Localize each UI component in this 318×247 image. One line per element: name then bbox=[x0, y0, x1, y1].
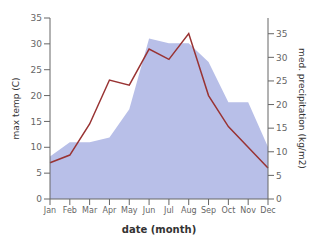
svg-text:Jun: Jun bbox=[142, 206, 156, 215]
svg-text:35: 35 bbox=[31, 13, 42, 23]
svg-text:Jul: Jul bbox=[163, 206, 174, 215]
svg-text:20: 20 bbox=[31, 91, 43, 101]
svg-text:25: 25 bbox=[276, 76, 287, 86]
svg-text:15: 15 bbox=[31, 117, 42, 127]
svg-text:Apr: Apr bbox=[103, 206, 118, 215]
svg-text:5: 5 bbox=[36, 168, 42, 178]
svg-text:Aug: Aug bbox=[181, 206, 197, 215]
svg-text:May: May bbox=[121, 206, 138, 215]
svg-text:Sep: Sep bbox=[201, 206, 216, 215]
svg-text:Nov: Nov bbox=[240, 206, 256, 215]
svg-text:25: 25 bbox=[31, 65, 42, 75]
svg-text:0: 0 bbox=[36, 194, 42, 204]
svg-text:15: 15 bbox=[276, 123, 287, 133]
svg-text:10: 10 bbox=[276, 147, 288, 157]
svg-text:20: 20 bbox=[276, 100, 288, 110]
svg-text:Mar: Mar bbox=[82, 206, 98, 215]
svg-text:med. precipitation (kg/m2): med. precipitation (kg/m2) bbox=[297, 48, 307, 169]
svg-text:Oct: Oct bbox=[221, 206, 235, 215]
svg-text:5: 5 bbox=[276, 171, 282, 181]
svg-text:30: 30 bbox=[31, 39, 43, 49]
svg-text:30: 30 bbox=[276, 53, 288, 63]
svg-text:max temp (C): max temp (C) bbox=[11, 77, 21, 139]
svg-text:10: 10 bbox=[31, 142, 43, 152]
svg-text:Jan: Jan bbox=[43, 206, 56, 215]
svg-text:date (month): date (month) bbox=[122, 224, 196, 235]
svg-text:0: 0 bbox=[276, 194, 282, 204]
svg-text:Feb: Feb bbox=[63, 206, 77, 215]
svg-text:Dec: Dec bbox=[260, 206, 275, 215]
svg-text:35: 35 bbox=[276, 29, 287, 39]
